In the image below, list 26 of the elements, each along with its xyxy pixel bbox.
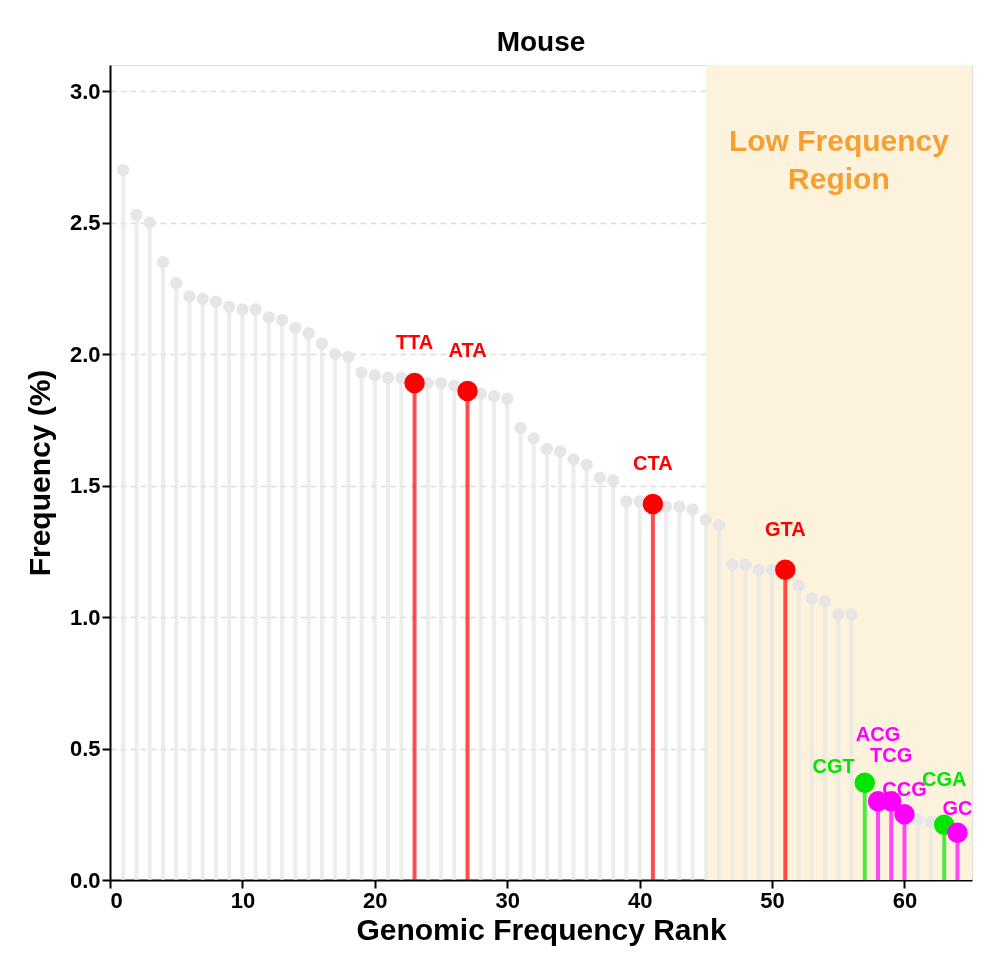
annotation: TTA bbox=[395, 331, 434, 354]
annotation: CGT bbox=[812, 754, 855, 777]
band-label: Low Frequency Region bbox=[728, 124, 950, 195]
x-tick-label: 10 bbox=[230, 887, 256, 913]
x-tick-label: 20 bbox=[363, 887, 388, 913]
x-tick-label: 0 bbox=[110, 887, 123, 913]
annotation: GTA bbox=[764, 517, 806, 540]
annotation: ACG bbox=[855, 723, 901, 746]
y-tick-label: 0.5 bbox=[69, 736, 101, 762]
x-tick-label: 40 bbox=[627, 887, 653, 913]
x-axis-title: Genomic Frequency Rank bbox=[356, 912, 727, 946]
chart-title: Mouse bbox=[496, 26, 586, 57]
y-tick-label: 2.5 bbox=[69, 210, 101, 236]
x-tick-label: 50 bbox=[760, 887, 785, 913]
y-tick-label: 1.0 bbox=[69, 604, 101, 630]
x-tick-label: 60 bbox=[892, 887, 918, 913]
y-tick-label: 1.5 bbox=[69, 473, 101, 499]
y-tick-label: 3.0 bbox=[69, 78, 101, 104]
annotation: TCG bbox=[870, 744, 913, 767]
annotation: ATA bbox=[448, 339, 487, 361]
annotation: GC bbox=[942, 796, 973, 819]
x-tick-label: 30 bbox=[495, 887, 520, 913]
annotation: CTA bbox=[633, 452, 673, 475]
y-tick-label: 2.0 bbox=[69, 341, 101, 367]
y-axis-title: Frequency (%) bbox=[22, 369, 56, 577]
y-tick-label: 0.0 bbox=[69, 867, 101, 893]
